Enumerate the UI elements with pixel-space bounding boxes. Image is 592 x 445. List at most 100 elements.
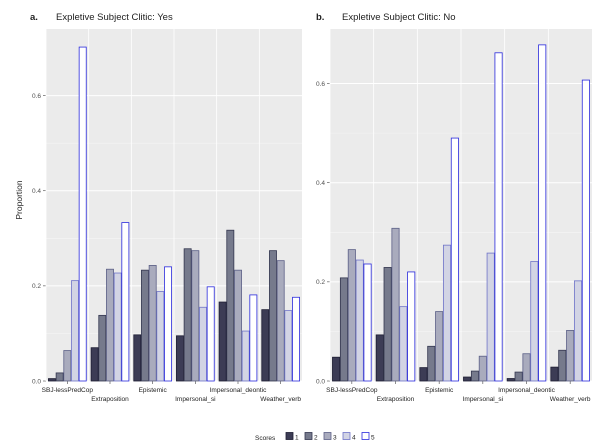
bar-a-Epistemic-score-4 [156,291,165,382]
bar-a-SBJ-lessPredCop-score-2 [55,372,64,382]
bar-b-Impersonal_si-score-1 [463,376,472,382]
bar-b-Extraposition-score-1 [375,334,384,382]
y-tick-label: 0.6 [316,81,325,88]
bar-a-Weather_verb-score-3 [276,260,285,382]
legend: Scores 1 2 3 4 5 [255,432,375,442]
bar-b-Impersonal_si-score-4 [486,252,495,382]
y-tick-label: 0.4 [316,180,325,187]
bar-a-Impersonal_si-score-5 [206,286,215,382]
bar-a-SBJ-lessPredCop-score-3 [63,350,72,382]
bar-a-SBJ-lessPredCop-score-4 [71,280,79,382]
bar-b-SBJ-lessPredCop-score-4 [355,259,364,382]
legend-key-4 [342,432,351,440]
panel-a-plot-area: 0.0 0.2 0.4 0.6 SBJ-lessPredCop Extraposition… [32,29,302,403]
bar-a-Extraposition-score-2 [98,314,107,382]
bar-b-Impersonal_si-score-3 [478,355,487,382]
legend-key-2 [304,432,313,440]
legend-key-1 [285,432,294,440]
bar-a-Extraposition-score-3 [106,268,114,382]
legend-label-3: 3 [333,435,337,442]
x-category-label: Epistemic [139,387,168,394]
panel-a-tag: a. [30,12,38,23]
bar-a-Impersonal_si-score-1 [176,335,184,382]
bar-a-Extraposition-score-1 [90,347,99,382]
x-category-label: SBJ-lessPredCop [326,387,378,394]
y-tick-label: 0.2 [316,279,325,286]
legend-label-1: 1 [295,435,299,442]
bar-b-Weather_verb-score-3 [566,330,575,382]
legend-key-5 [361,432,370,440]
y-tick-label: 0.0 [316,378,325,385]
bar-a-Epistemic-score-2 [141,269,149,382]
bar-a-Weather_verb-score-5 [292,296,300,382]
bar-a-SBJ-lessPredCop-score-5 [78,46,87,382]
x-category-label: Weather_verb [550,396,591,403]
panel-b: b. Expletive Subject Clitic: No 0.00.20.… [316,12,592,403]
bar-b-Weather_verb-score-2 [558,349,567,382]
bar-b-Impersonal_deontic-score-3 [522,353,531,382]
panel-b-title: Expletive Subject Clitic: No [342,12,456,23]
panel-b-plot-area: 0.0 0.2 0.4 0.6 SBJ-lessPredCop Extraposition… [316,29,592,403]
bar-a-Impersonal_si-score-3 [191,250,200,382]
bar-a-Impersonal_deontic-score-1 [218,301,227,382]
bar-b-SBJ-lessPredCop-score-2 [339,277,349,382]
legend-label-5: 5 [371,435,375,442]
x-category-label: Impersonal_deontic [210,387,267,394]
y-tick-label: 0.6 [32,93,41,100]
bar-b-Impersonal_deontic-score-5 [538,44,547,382]
x-category-label: Extraposition [91,396,129,403]
x-category-label: Impersonal_si [463,396,503,403]
bar-b-Weather_verb-score-4 [573,280,583,382]
bar-b-Epistemic-score-2 [427,345,436,382]
bar-b-Extraposition-score-3 [391,227,400,382]
x-category-label: SBJ-lessPredCop [42,387,94,394]
y-tick-label: 0.4 [32,188,41,195]
bar-a-Impersonal_si-score-2 [183,248,192,382]
panel-a: a. Expletive Subject Clitic: Yes 0.00.20… [30,12,302,403]
bar-b-Epistemic-score-1 [419,367,428,382]
bar-a-Weather_verb-score-4 [284,310,293,382]
panel-b-tag: b. [316,12,324,23]
bar-a-Weather_verb-score-2 [269,250,277,382]
x-category-label: Extraposition [377,396,415,403]
bar-a-Impersonal_deontic-score-2 [226,229,235,382]
x-category-label: Impersonal_si [175,396,215,403]
bar-a-Impersonal_deontic-score-4 [241,330,250,382]
bar-a-Weather_verb-score-1 [261,309,270,382]
bar-b-Extraposition-score-2 [383,267,392,382]
bar-a-Epistemic-score-1 [133,334,142,382]
bar-b-Weather_verb-score-1 [550,366,559,382]
bar-b-Epistemic-score-4 [442,244,452,382]
bar-a-SBJ-lessPredCop-score-1 [48,378,56,382]
bar-b-SBJ-lessPredCop-score-1 [332,356,341,382]
bar-a-Extraposition-score-5 [121,222,130,382]
bar-b-Impersonal_deontic-score-2 [514,371,523,382]
bar-b-Extraposition-score-5 [407,271,416,382]
legend-key-3 [323,432,332,440]
panel-a-title: Expletive Subject Clitic: Yes [56,12,173,23]
bar-b-Extraposition-score-4 [399,306,408,382]
bar-b-SBJ-lessPredCop-score-5 [363,263,372,382]
y-tick-label: 0.2 [32,283,41,290]
bar-a-Impersonal_si-score-4 [199,306,207,382]
x-category-label: Weather_verb [260,396,301,403]
bar-a-Epistemic-score-5 [164,266,172,382]
bar-b-Impersonal_si-score-5 [494,52,503,382]
x-category-label: Epistemic [425,387,454,394]
bar-b-Weather_verb-score-5 [581,79,590,382]
legend-title: Scores [255,435,276,442]
bar-b-SBJ-lessPredCop-score-3 [347,249,356,382]
bar-b-Impersonal_deontic-score-4 [530,261,539,382]
legend-label-4: 4 [352,435,356,442]
bar-a-Extraposition-score-4 [113,272,122,382]
bar-a-Impersonal_deontic-score-5 [249,294,258,382]
bar-b-Impersonal_deontic-score-1 [506,378,515,382]
bar-a-Impersonal_deontic-score-3 [234,269,242,382]
bar-b-Epistemic-score-3 [435,311,444,382]
y-tick-label: 0.0 [32,378,41,385]
bar-b-Impersonal_si-score-2 [470,370,480,382]
x-category-label: Impersonal_deontic [498,387,555,394]
y-axis-label: Proportion [14,180,24,219]
bar-b-Epistemic-score-5 [450,137,459,382]
